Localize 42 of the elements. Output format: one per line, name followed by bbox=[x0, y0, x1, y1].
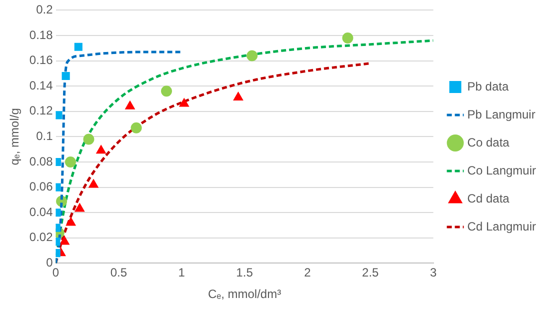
point bbox=[88, 179, 98, 188]
y-tick-label: 0.12 bbox=[29, 104, 54, 118]
point bbox=[96, 145, 106, 154]
legend-label: Co Langmuir bbox=[467, 163, 536, 178]
y-tick-label: 0.18 bbox=[29, 28, 54, 42]
legend-label: Co data bbox=[467, 135, 510, 150]
y-tick-label: 0.08 bbox=[29, 154, 54, 168]
x-tick-label: 3 bbox=[430, 266, 437, 280]
point bbox=[83, 134, 94, 145]
point bbox=[161, 86, 172, 97]
point bbox=[74, 203, 84, 212]
y-tick-label: 0.16 bbox=[29, 53, 54, 68]
x-axis-title: Cₑ, mmol/dm³ bbox=[208, 287, 282, 302]
x-tick-label: 2.5 bbox=[362, 266, 380, 280]
y-tick-label: 0.04 bbox=[29, 204, 54, 219]
point bbox=[179, 98, 189, 107]
x-tick-label: 1 bbox=[178, 266, 186, 280]
y-tick-label: 0.02 bbox=[29, 230, 54, 244]
line-series bbox=[56, 62, 372, 264]
point bbox=[233, 92, 244, 100]
y-tick-label: 0.14 bbox=[29, 78, 54, 92]
y-tick-label: 0.2 bbox=[36, 2, 54, 17]
line-series bbox=[56, 50, 183, 264]
y-axis-title: qₑ, mmol/g bbox=[8, 108, 22, 166]
point bbox=[130, 122, 142, 134]
point bbox=[125, 100, 135, 110]
legend-label: Pb Langmuir bbox=[467, 107, 536, 122]
legend-label: Cd data bbox=[467, 191, 510, 206]
point bbox=[342, 32, 354, 44]
legend-label: Pb data bbox=[467, 79, 509, 94]
point bbox=[56, 111, 62, 120]
x-tick-label: 2 bbox=[304, 266, 312, 280]
x-tick-label: 1.5 bbox=[236, 266, 254, 280]
point bbox=[64, 156, 76, 168]
y-tick-label: 0 bbox=[46, 256, 54, 270]
x-tick-label: 0.5 bbox=[110, 266, 128, 280]
y-tick-label: 0.1 bbox=[36, 129, 54, 144]
point bbox=[246, 50, 258, 62]
y-tick-label: 0.06 bbox=[29, 180, 54, 194]
point bbox=[66, 217, 76, 226]
legend-label: Cd Langmuir bbox=[467, 219, 536, 234]
point bbox=[60, 236, 70, 245]
